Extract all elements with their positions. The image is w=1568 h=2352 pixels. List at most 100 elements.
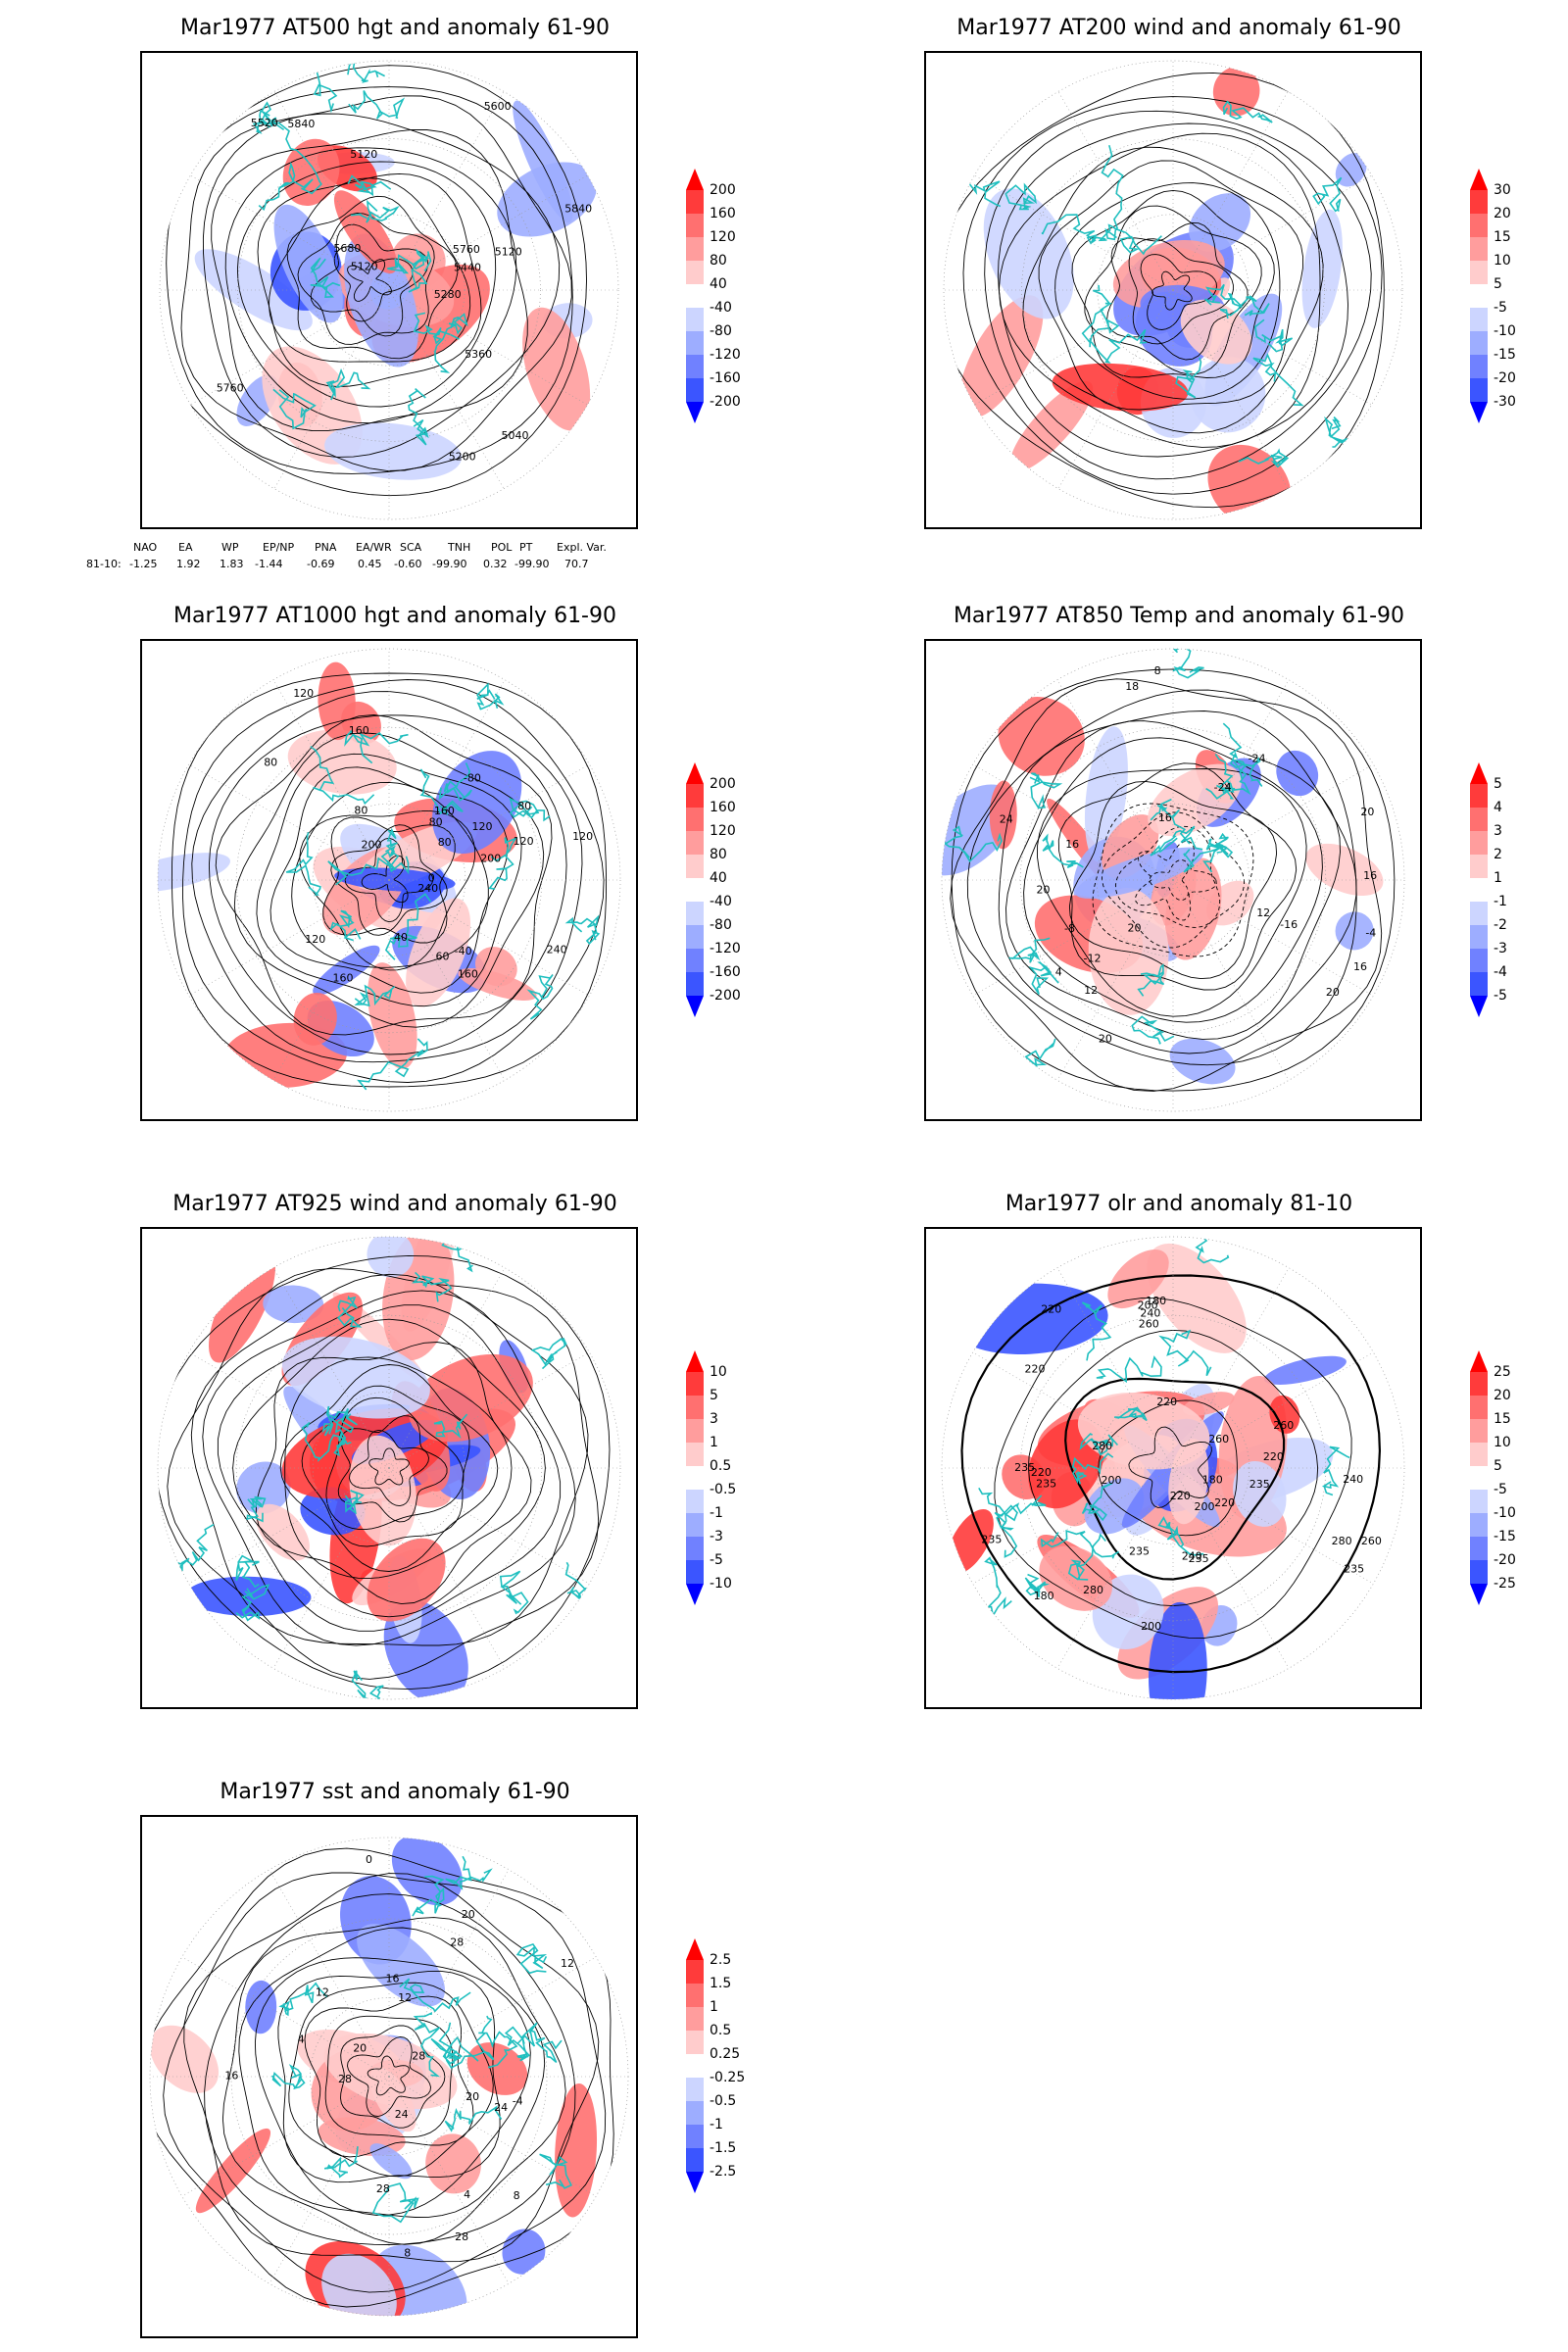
coastline bbox=[259, 101, 285, 131]
index-value: 0.45 bbox=[358, 558, 382, 570]
anomaly-patch bbox=[1301, 209, 1343, 328]
contour-line bbox=[347, 2036, 431, 2117]
anomaly-patch bbox=[1189, 193, 1251, 252]
colorbar-label: -120 bbox=[710, 941, 741, 956]
panel-title: Mar1977 AT500 hgt and anomaly 61-90 bbox=[179, 16, 610, 40]
contour-label: 5680 bbox=[333, 242, 361, 255]
colorbar-label: -80 bbox=[710, 917, 732, 933]
contour-label: 240 bbox=[1182, 1550, 1202, 1563]
contour-label: 20 bbox=[1037, 883, 1051, 896]
coastline bbox=[272, 388, 317, 430]
anomaly-patch bbox=[1009, 380, 1094, 472]
contour-label: -24 bbox=[1214, 781, 1232, 794]
anomaly-patch bbox=[150, 2025, 220, 2093]
contour-label: 260 bbox=[1361, 1535, 1382, 1547]
coastline bbox=[1081, 308, 1148, 364]
latitude-circle bbox=[1019, 726, 1327, 1034]
contour-label: 80 bbox=[517, 800, 531, 812]
contour-label: 200 bbox=[362, 839, 382, 852]
contour-label: -12 bbox=[1084, 952, 1102, 964]
coastline bbox=[270, 2064, 306, 2090]
contour-label: 5360 bbox=[465, 348, 492, 361]
contour-label: 120 bbox=[305, 933, 325, 946]
coastline bbox=[1324, 416, 1348, 448]
contour-line bbox=[284, 1356, 513, 1580]
contour-line bbox=[322, 816, 456, 944]
coastline bbox=[258, 162, 314, 212]
colorbar-label: 5 bbox=[1494, 1458, 1502, 1474]
meridian bbox=[972, 1351, 1174, 1469]
anomaly-patch bbox=[1075, 847, 1204, 899]
coastline bbox=[310, 257, 341, 299]
colorbar-label: 1 bbox=[710, 1999, 718, 2015]
coastline bbox=[235, 1584, 270, 1622]
colorbar-label: -15 bbox=[1494, 1529, 1516, 1544]
meridian bbox=[269, 2076, 390, 2284]
contour-label: 120 bbox=[514, 835, 534, 848]
contour-line bbox=[1084, 205, 1262, 375]
index-header: PNA bbox=[315, 541, 337, 554]
contour-label: 220 bbox=[1170, 1490, 1191, 1502]
contour-label: -4 bbox=[513, 2095, 523, 2108]
contour-label: 80 bbox=[429, 815, 443, 828]
colorbar-label: -10 bbox=[710, 1576, 732, 1592]
contour-line bbox=[1064, 1377, 1286, 1581]
contour-line bbox=[150, 1847, 614, 2308]
contour-label: 280 bbox=[1092, 1440, 1112, 1452]
contour-label: 4 bbox=[298, 2033, 305, 2045]
contour-line bbox=[984, 110, 1372, 480]
colorbar-ramp bbox=[686, 762, 704, 1017]
contour-line bbox=[1140, 254, 1217, 330]
coastline bbox=[515, 1942, 548, 1975]
contour-line bbox=[215, 714, 553, 1036]
colorbar-label: 200 bbox=[710, 776, 736, 792]
contour-line bbox=[190, 1273, 589, 1646]
coastline bbox=[438, 762, 472, 802]
meridian bbox=[388, 879, 506, 1081]
index-header: NAO bbox=[133, 541, 158, 554]
contour-line bbox=[166, 86, 573, 474]
coastline bbox=[1150, 798, 1191, 845]
contour-label: 0 bbox=[428, 872, 435, 885]
colorbar-label: -10 bbox=[1494, 1505, 1516, 1521]
anomaly-patch bbox=[245, 1980, 277, 2034]
contour-line bbox=[349, 1429, 429, 1507]
contour-label: 16 bbox=[1353, 960, 1367, 973]
contour-label: 80 bbox=[354, 804, 368, 816]
contour-line bbox=[1037, 768, 1307, 1017]
contour-label: 8 bbox=[1154, 664, 1161, 677]
coastline bbox=[325, 368, 371, 401]
coastline bbox=[1158, 1329, 1212, 1377]
index-value: -1.44 bbox=[255, 558, 283, 570]
contour-label: 80 bbox=[264, 756, 277, 768]
contour-label: 180 bbox=[1202, 1474, 1223, 1487]
coastline bbox=[1029, 772, 1063, 809]
contour-label: 12 bbox=[398, 1991, 412, 2004]
coastline bbox=[516, 2029, 563, 2064]
contour-label: 24 bbox=[1000, 813, 1013, 826]
colorbar-ramp bbox=[1470, 169, 1488, 423]
contour-line bbox=[180, 95, 572, 471]
contour-line bbox=[333, 246, 414, 322]
colorbar-label: 1 bbox=[1494, 870, 1502, 886]
anomaly-patch bbox=[466, 2042, 528, 2095]
map-content bbox=[150, 1838, 614, 2316]
contour-line bbox=[286, 195, 459, 360]
contour-line bbox=[224, 147, 517, 424]
contour-line bbox=[340, 2025, 446, 2129]
contour-line bbox=[1092, 803, 1254, 957]
contour-label: 200 bbox=[480, 853, 501, 865]
contour-label: 18 bbox=[1125, 680, 1139, 693]
coastline bbox=[1071, 1452, 1114, 1485]
colorbar-label: 20 bbox=[1494, 1388, 1511, 1403]
contour-label: 120 bbox=[572, 830, 593, 843]
colorbar-label: -5 bbox=[710, 1552, 723, 1568]
contour-label: 4 bbox=[464, 2188, 470, 2201]
colorbar-label: 40 bbox=[710, 276, 727, 292]
contour-label: 20 bbox=[462, 1908, 475, 1921]
coastline bbox=[333, 1408, 358, 1457]
contour-line bbox=[1149, 859, 1189, 901]
latitude-circle bbox=[235, 726, 543, 1034]
map-content bbox=[942, 649, 1396, 1092]
latitude-circle bbox=[1097, 214, 1250, 367]
